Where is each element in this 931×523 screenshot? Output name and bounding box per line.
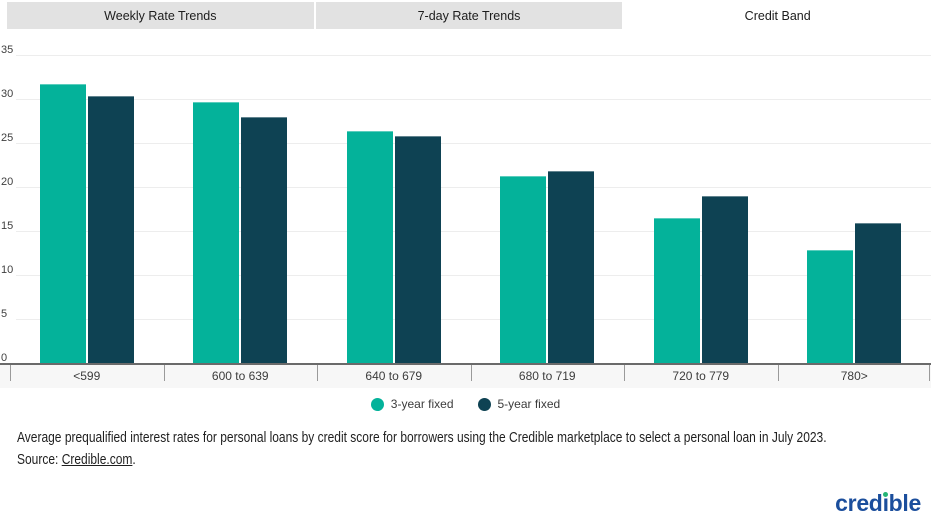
x-axis-category-label: 600 to 639: [211, 369, 269, 383]
bar-5-year-fixed-780[interactable]: [855, 222, 902, 363]
tab-credit-band[interactable]: Credit Band: [624, 2, 931, 29]
gridline: [16, 274, 931, 276]
x-axis-tick: [624, 365, 625, 381]
logo-i-dot-icon: [883, 492, 889, 497]
gridline: [16, 186, 931, 188]
bar-5-year-fixed-599[interactable]: [87, 95, 134, 363]
x-axis-category-label: 780>: [840, 369, 868, 383]
x-axis-category-label: 720 to 779: [672, 369, 730, 383]
gridline: [16, 98, 931, 100]
y-axis-tick-label: 10: [1, 263, 14, 276]
x-axis-category-label: 680 to 719: [518, 369, 576, 383]
bar-3-year-fixed-640-to-679[interactable]: [346, 131, 393, 363]
x-axis-tick: [777, 365, 779, 381]
x-axis-category-label: <599: [73, 369, 101, 383]
y-axis-tick-label: 25: [1, 131, 14, 144]
y-axis-tick-label: 5: [1, 307, 8, 320]
x-axis-line: [0, 363, 931, 365]
gridline: [16, 230, 931, 232]
tab-weekly-rate-trends[interactable]: Weekly Rate Trends: [7, 2, 314, 29]
tab-bar: Weekly Rate Trends 7-day Rate Trends Credi…: [7, 2, 931, 29]
bar-5-year-fixed-720-to-779[interactable]: [701, 196, 748, 363]
caption-text: Average prequalified interest rates for …: [17, 429, 827, 446]
bar-3-year-fixed-680-to-719[interactable]: [500, 176, 547, 363]
logo-i-char: ı: [882, 490, 889, 516]
plot-area: 0 5 10 15 20 25 30 35: [1, 43, 931, 364]
chart-legend: 3-year fixed 5-year fixed: [0, 397, 931, 411]
x-axis-tick: [10, 365, 11, 381]
caption-source-line: Source: Credible.com.: [17, 449, 827, 471]
x-axis-tick: [317, 365, 318, 381]
x-axis-tick: [929, 365, 930, 381]
logo-text-pre: cred: [835, 490, 883, 516]
x-axis-label-band: <599 600 to 639 640 to 679 680 to 719 720 to…: [0, 365, 931, 388]
y-axis-tick-label: 35: [1, 43, 14, 56]
legend-dot-icon: [370, 397, 384, 411]
y-axis-tick-label: 0: [1, 352, 8, 364]
y-axis-tick-label: 20: [1, 175, 14, 188]
tab-7-day-rate-trends[interactable]: 7-day Rate Trends: [315, 2, 623, 29]
bar-3-year-fixed-599[interactable]: [39, 84, 86, 363]
gridline: [16, 142, 931, 144]
credible-logo[interactable]: credı ble: [835, 490, 921, 517]
source-label: Source:: [17, 451, 62, 468]
legend-label: 5-year fixed: [497, 397, 561, 411]
legend-item-5-year-fixed[interactable]: 5-year fixed: [477, 397, 561, 411]
bar-3-year-fixed-600-to-639[interactable]: [193, 102, 240, 363]
bar-3-year-fixed-720-to-779[interactable]: [653, 218, 700, 363]
y-axis-tick-label: 15: [1, 219, 14, 232]
legend-item-3-year-fixed[interactable]: 3-year fixed: [370, 397, 454, 411]
chart-caption: Average prequalified interest rates for …: [17, 427, 827, 471]
source-period: .: [132, 451, 136, 468]
x-axis-tick: [163, 365, 165, 381]
bar-5-year-fixed-640-to-679[interactable]: [394, 135, 441, 363]
bar-5-year-fixed-680-to-719[interactable]: [548, 170, 595, 363]
legend-dot-icon: [477, 397, 491, 411]
legend-label: 3-year fixed: [390, 397, 454, 411]
logo-i: ı: [883, 490, 889, 517]
x-axis-category-label: 640 to 679: [365, 369, 423, 383]
gridline: [16, 318, 931, 320]
source-link[interactable]: Credible.com: [61, 451, 133, 468]
bar-3-year-fixed-780[interactable]: [807, 250, 854, 363]
logo-text-post: ble: [888, 490, 922, 516]
x-axis-tick: [470, 365, 472, 381]
y-axis-tick-label: 30: [1, 87, 14, 100]
bar-5-year-fixed-600-to-639[interactable]: [241, 117, 288, 363]
gridline: [16, 54, 931, 56]
